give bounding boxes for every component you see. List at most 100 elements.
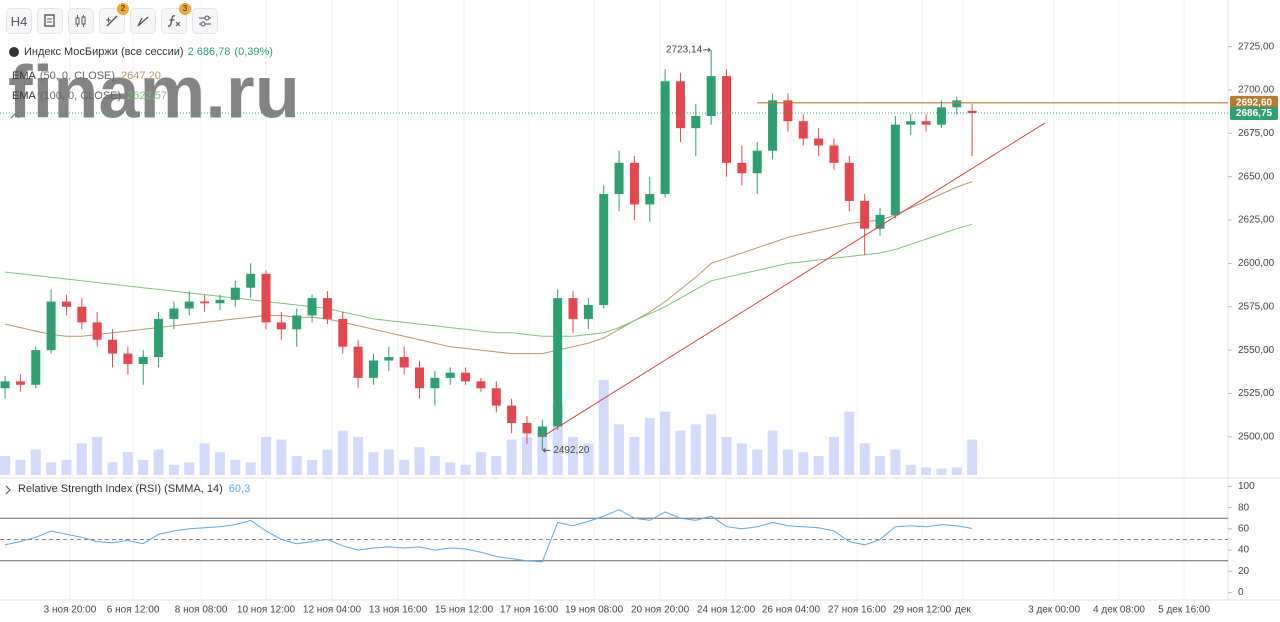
y-tick-label: 80 (1238, 502, 1250, 513)
ema-params: (100, 0, CLOSE) (40, 90, 121, 102)
ema100-legend: EMA (100, 0, CLOSE) 2622,57 (12, 90, 167, 102)
chart-type-button[interactable] (37, 8, 63, 34)
volume-bar (61, 459, 72, 475)
candle-body (675, 81, 685, 129)
candle-body (798, 121, 808, 139)
candle-body (0, 381, 10, 389)
volume-bar (844, 411, 855, 475)
candle-body (322, 298, 332, 319)
volume-bar (660, 411, 671, 475)
y-tick-label: 40 (1238, 545, 1250, 556)
candle-body (353, 346, 363, 378)
volume-bar (890, 449, 901, 475)
volume-bar (337, 430, 348, 475)
candle-body (768, 100, 778, 151)
volume-bar (521, 437, 532, 475)
ema-value: 2622,57 (127, 90, 167, 102)
y-tick-label: 100 (1238, 481, 1255, 492)
candle-body (906, 121, 916, 125)
y-tick-label: 2525,00 (1238, 388, 1275, 399)
volume-bar (445, 462, 456, 475)
candle-body (890, 124, 900, 215)
y-tick-label: 2500,00 (1238, 431, 1275, 442)
volume-bar (967, 439, 978, 475)
y-tick-label: 20 (1238, 566, 1250, 577)
candle-body (138, 357, 148, 365)
timeframe-button[interactable]: H4 (6, 8, 32, 34)
x-tick-label: 17 ноя 16:00 (500, 605, 559, 616)
volume-bar (690, 424, 701, 475)
draw-button[interactable]: 2 (99, 3, 129, 34)
level-tag-label: 2692,60 (1236, 97, 1273, 108)
rsi-collapse-icon[interactable] (5, 485, 11, 495)
last-price-label: 2686,75 (1236, 108, 1273, 119)
volume-bar (537, 430, 548, 475)
indicators-button[interactable]: 3 (161, 3, 191, 34)
volume-bar (875, 456, 886, 475)
y-tick-label: 0 (1238, 587, 1244, 598)
volume-bar (307, 459, 318, 475)
candle-body (276, 322, 286, 330)
x-tick-label: 13 ноя 16:00 (369, 605, 428, 616)
axes: 3 ноя 20:00 6 ноя 12:00 8 ноя 08:00 10 ноя … (44, 41, 1278, 616)
candle-body (691, 115, 701, 129)
volume-bar (261, 437, 272, 475)
candle-body (61, 301, 71, 307)
y-tick-label: 2650,00 (1238, 171, 1275, 182)
candle-body (261, 273, 271, 323)
candle-body (46, 301, 56, 351)
x-tick-label: 5 дек 16:00 (1158, 605, 1210, 616)
volume-bar (168, 464, 179, 475)
candle-body (522, 422, 532, 434)
candle-body (123, 353, 133, 365)
collapse-icon[interactable] (10, 113, 20, 119)
candle-body (215, 299, 225, 304)
volume-bar (614, 424, 625, 475)
candle-body (384, 357, 394, 361)
badge: 2 (117, 3, 129, 15)
volume-bar (675, 430, 686, 475)
x-tick-label: 3 дек 00:00 (1028, 605, 1080, 616)
volume-bar (736, 443, 747, 475)
ema-name: EMA (12, 90, 37, 102)
candle-body (829, 145, 839, 163)
volume-bar (905, 464, 916, 475)
icon (44, 14, 55, 27)
watermark: finam.ru (8, 51, 300, 134)
candle-body (583, 305, 593, 319)
volume-bar (276, 439, 287, 475)
instrument-title: Индекс МосБиржи (все сессии) (24, 46, 184, 58)
volume-bar (122, 452, 133, 475)
settings-button[interactable] (192, 8, 218, 34)
volume-bar (782, 449, 793, 475)
candle-body (77, 306, 87, 323)
x-tick-label: 15 ноя 12:00 (435, 605, 494, 616)
y-tick-label: 2625,00 (1238, 215, 1275, 226)
volume-bar (368, 452, 379, 475)
trend-button[interactable] (130, 8, 156, 34)
candle-body (246, 273, 256, 288)
candle-body (15, 381, 25, 385)
last-value: 2 686,78 (188, 46, 231, 58)
rsi-line (4, 509, 973, 563)
volume-bar (0, 456, 11, 475)
volume-bar (552, 405, 563, 475)
toolbar: H4 2 3 (6, 3, 218, 34)
low-label: 2492,20 (553, 445, 590, 456)
x-tick-label: 8 ноя 08:00 (175, 605, 228, 616)
ema50-legend: EMA (50, 0, CLOSE) 2647,20 (12, 70, 161, 82)
candle-body (860, 200, 870, 229)
instrument-icon (9, 47, 19, 57)
candles-button[interactable] (68, 8, 94, 34)
x-tick-label: 10 ноя 12:00 (237, 605, 296, 616)
volume-bar (936, 468, 947, 475)
candle-body (629, 162, 639, 205)
x-tick-label: 6 ноя 12:00 (107, 605, 160, 616)
last-price-tag (1230, 106, 1278, 120)
candle-body (599, 194, 609, 306)
candle-body (415, 367, 425, 389)
x-tick-label: дек (955, 605, 971, 616)
high-label: 2723,14 (666, 44, 703, 55)
candle-body (399, 357, 409, 368)
